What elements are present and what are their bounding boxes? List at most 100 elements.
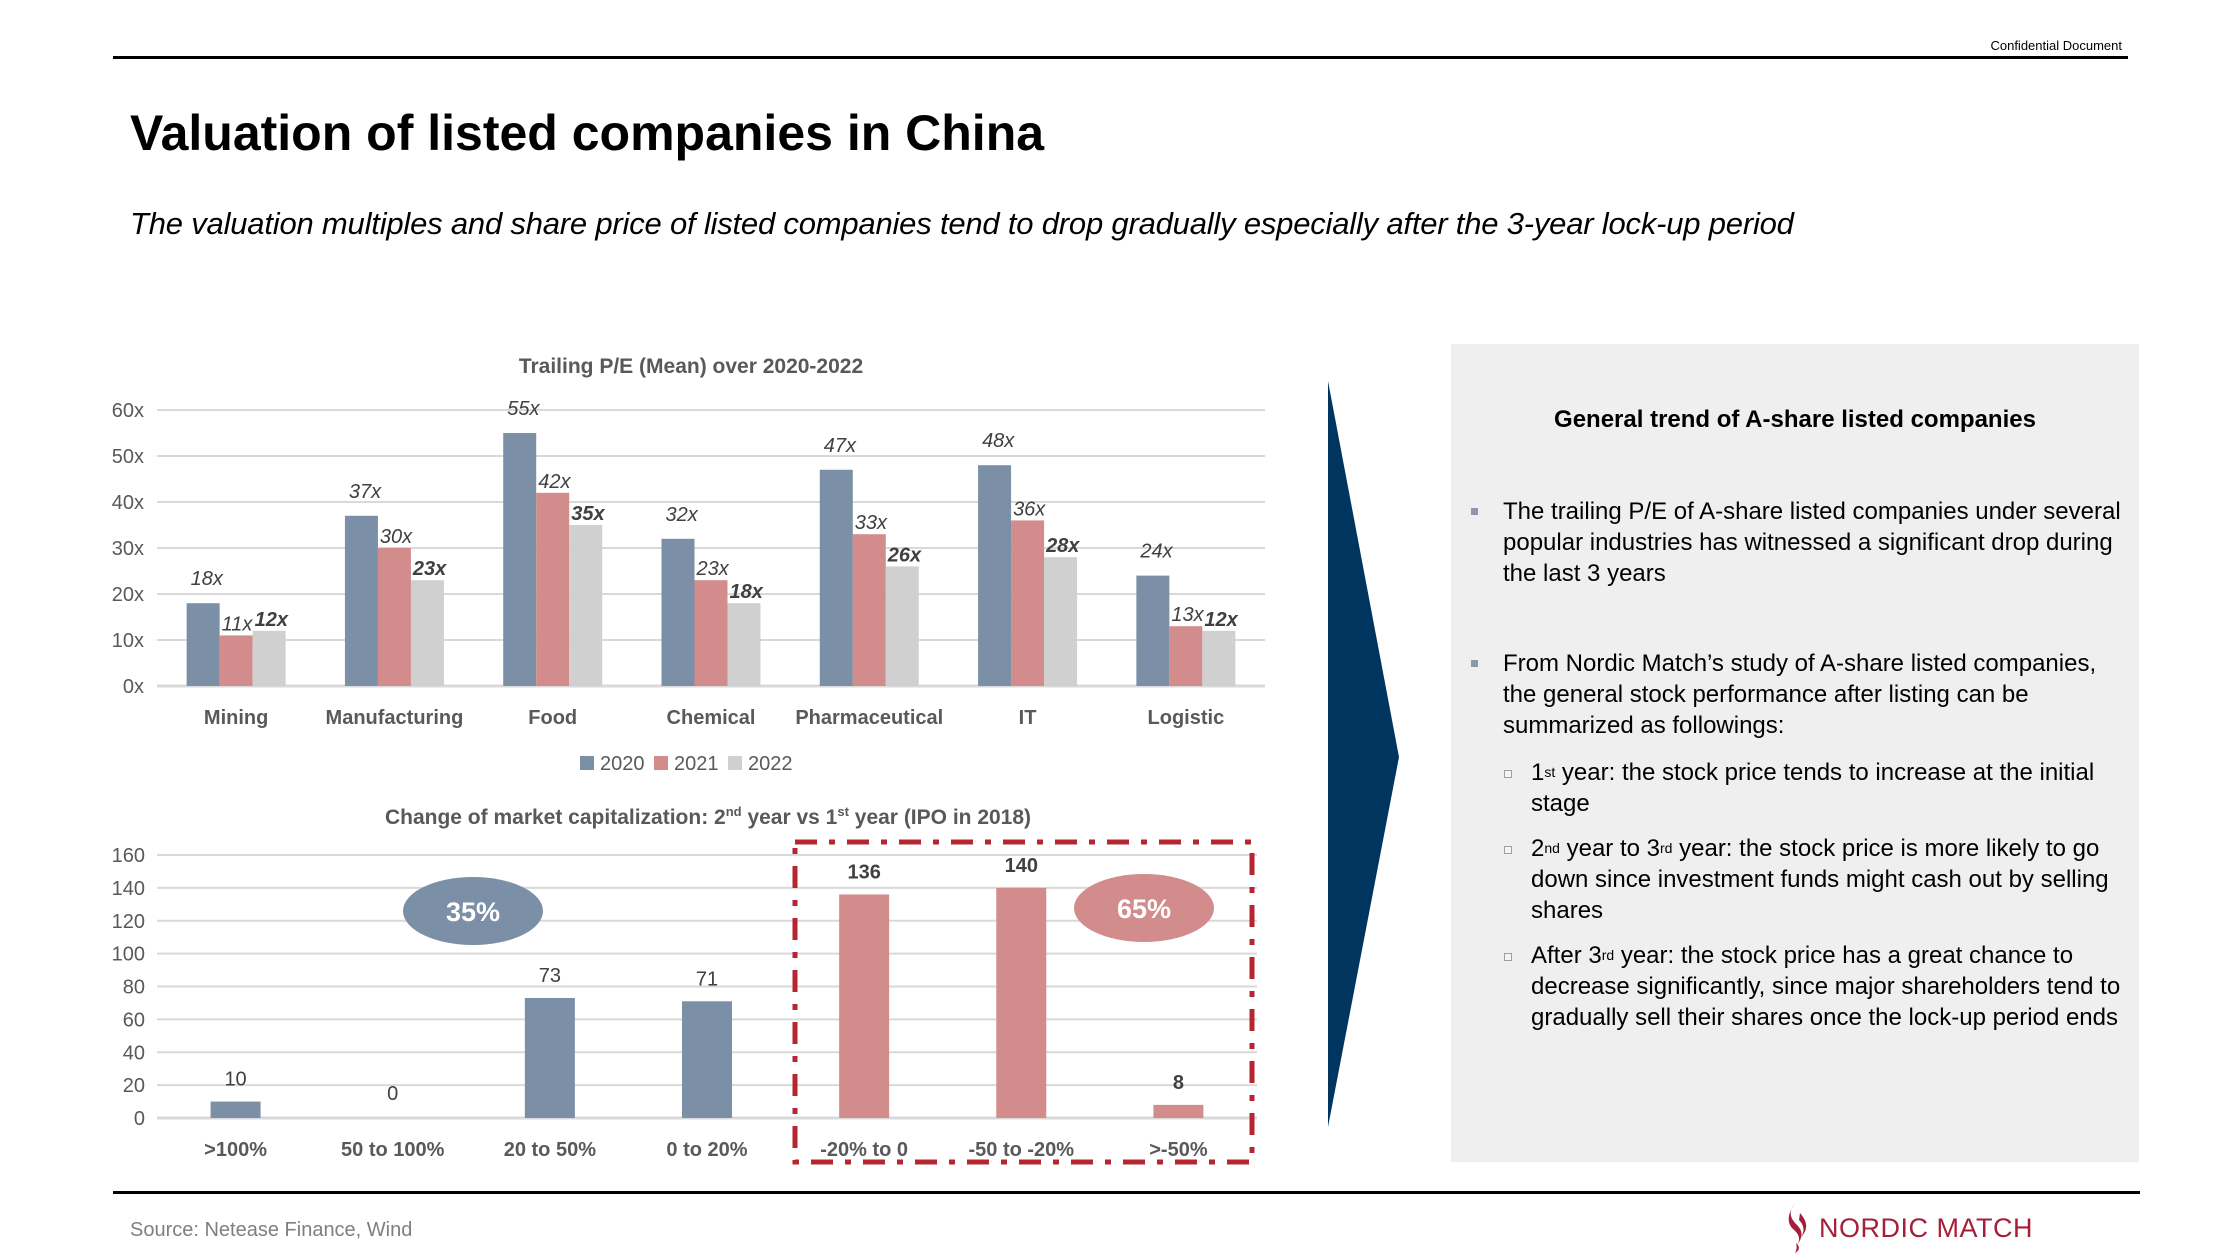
y-tick-label: 40: [123, 1042, 145, 1064]
data-label: 23x: [412, 558, 447, 580]
legend-label: 2021: [674, 753, 719, 775]
y-tick-label: 60x: [112, 400, 144, 422]
data-label: 23x: [696, 558, 730, 580]
bar-2022: [1202, 630, 1236, 686]
data-label: 136: [847, 861, 880, 883]
source-note: Source: Netease Finance, Wind: [130, 1219, 413, 1241]
confidential-label: Confidential Document: [1990, 38, 2122, 53]
pe-chart-legend: 2020 2021 2022: [580, 753, 793, 775]
header-rule: [113, 56, 2128, 59]
charts-canvas: Trailing P/E (Mean) over 2020-2022 0x 10x…: [112, 355, 1265, 1165]
data-label: 12x: [255, 609, 289, 631]
x-tick-label: Pharmaceutical: [795, 707, 943, 729]
data-label: 47x: [824, 435, 857, 457]
panel-title: General trend of A-share listed companie…: [1554, 406, 2036, 433]
bullet-text: The trailing P/E of A-share listed compa…: [1503, 498, 2121, 587]
logo-text: NORDIC MATCH: [1819, 1212, 2033, 1243]
pe-chart-title: Trailing P/E (Mean) over 2020-2022: [519, 355, 863, 378]
bar-positive: [524, 998, 575, 1118]
bar-2022: [885, 566, 919, 686]
bar-2020: [819, 469, 853, 686]
y-tick-label: 80: [123, 977, 145, 999]
page-subtitle: The valuation multiples and share price …: [130, 206, 1794, 241]
summary-panel: General trend of A-share listed companie…: [1451, 344, 2139, 1162]
y-tick-label: 10x: [112, 630, 144, 652]
bar-2021: [1169, 626, 1203, 686]
checkbox-bullet-icon: [1504, 770, 1512, 778]
legend-label: 2020: [600, 753, 645, 775]
y-tick-label: 50x: [112, 446, 144, 468]
square-bullet-icon: [1471, 508, 1478, 515]
data-label: 33x: [855, 512, 888, 534]
data-label: 48x: [982, 430, 1015, 452]
y-tick-label: 160: [112, 845, 145, 867]
x-tick-label: 50 to 100%: [341, 1139, 445, 1161]
data-label: 71: [696, 968, 718, 990]
bullet-item: The trailing P/E of A-share listed compa…: [1471, 496, 2123, 589]
sub-bullet-text: 1st year: the stock price tends to incre…: [1531, 759, 2095, 817]
bar-2022: [1044, 557, 1078, 686]
data-label: 8: [1173, 1072, 1184, 1094]
bar-2021: [536, 492, 570, 686]
data-label: 24x: [1139, 541, 1173, 563]
positive-share-ellipse: [403, 877, 543, 945]
data-label: 55x: [507, 398, 540, 420]
x-tick-label: 0 to 20%: [666, 1139, 747, 1161]
legend-swatch-2020: [580, 756, 594, 770]
bullet-item: From Nordic Match’s study of A-share lis…: [1471, 648, 2123, 741]
bar-2021: [852, 534, 886, 686]
bar-2020: [661, 538, 695, 686]
square-bullet-icon: [1471, 660, 1478, 667]
market-cap-chart-x-axis: >100% 50 to 100% 20 to 50% 0 to 20% -20% to …: [204, 1139, 1208, 1161]
y-tick-label: 30x: [112, 538, 144, 560]
y-tick-label: 140: [112, 878, 145, 900]
x-tick-label: -20% to 0: [820, 1139, 908, 1161]
data-label: 36x: [1013, 498, 1046, 520]
y-tick-label: 20x: [112, 584, 144, 606]
checkbox-bullet-icon: [1504, 846, 1512, 854]
pe-chart-x-axis: Mining Manufacturing Food Chemical Pharmaceu…: [204, 707, 1224, 729]
sub-bullet-item: 1st year: the stock price tends to incre…: [1504, 757, 2131, 819]
bar-negative: [839, 894, 890, 1118]
x-tick-label: 20 to 50%: [504, 1139, 596, 1161]
bullet-text: From Nordic Match’s study of A-share lis…: [1503, 650, 2097, 739]
data-label: 0: [387, 1083, 398, 1105]
negative-share-ellipse: [1074, 874, 1214, 942]
y-tick-label: 0x: [123, 676, 144, 698]
bar-2020: [503, 433, 537, 686]
bar-2021: [219, 635, 253, 686]
bar-2021: [1011, 520, 1045, 686]
y-tick-label: 20: [123, 1075, 145, 1097]
legend-swatch-2022: [728, 756, 742, 770]
bar-2021: [377, 548, 411, 686]
bar-negative: [1153, 1104, 1204, 1118]
y-tick-label: 60: [123, 1009, 145, 1031]
positive-share-badge: 35%: [403, 877, 543, 945]
data-label: 42x: [538, 471, 571, 493]
negative-group-highlight-box: [792, 839, 1255, 1165]
y-tick-label: 40x: [112, 492, 144, 514]
bar-2020: [1136, 575, 1170, 686]
sub-bullet-item: 2nd year to 3rd year: the stock price is…: [1504, 833, 2131, 926]
x-tick-label: Chemical: [667, 707, 756, 729]
x-tick-label: Logistic: [1148, 707, 1225, 729]
data-label: 37x: [349, 481, 382, 503]
x-tick-label: >-50%: [1149, 1139, 1208, 1161]
bar-2020: [186, 603, 220, 686]
data-label: 12x: [1204, 609, 1238, 631]
y-tick-label: 120: [112, 911, 145, 933]
market-cap-chart-bars: [210, 887, 1204, 1118]
data-label: 10: [224, 1069, 246, 1091]
chevron-arrow-icon: [1328, 381, 1399, 1127]
data-label: 140: [1005, 855, 1038, 877]
sub-bullet-text: After 3rd year: the stock price has a gr…: [1531, 942, 2121, 1031]
pe-chart: Trailing P/E (Mean) over 2020-2022 0x 10x…: [112, 355, 1265, 775]
x-tick-label: IT: [1019, 707, 1037, 729]
footer-rule: [113, 1191, 2140, 1194]
data-label: 26x: [887, 544, 922, 566]
data-label: 30x: [380, 526, 413, 548]
checkbox-bullet-icon: [1504, 953, 1512, 961]
market-cap-chart-title: Change of market capitalization: 2nd yea…: [385, 804, 1031, 829]
data-label: 73: [539, 965, 561, 987]
